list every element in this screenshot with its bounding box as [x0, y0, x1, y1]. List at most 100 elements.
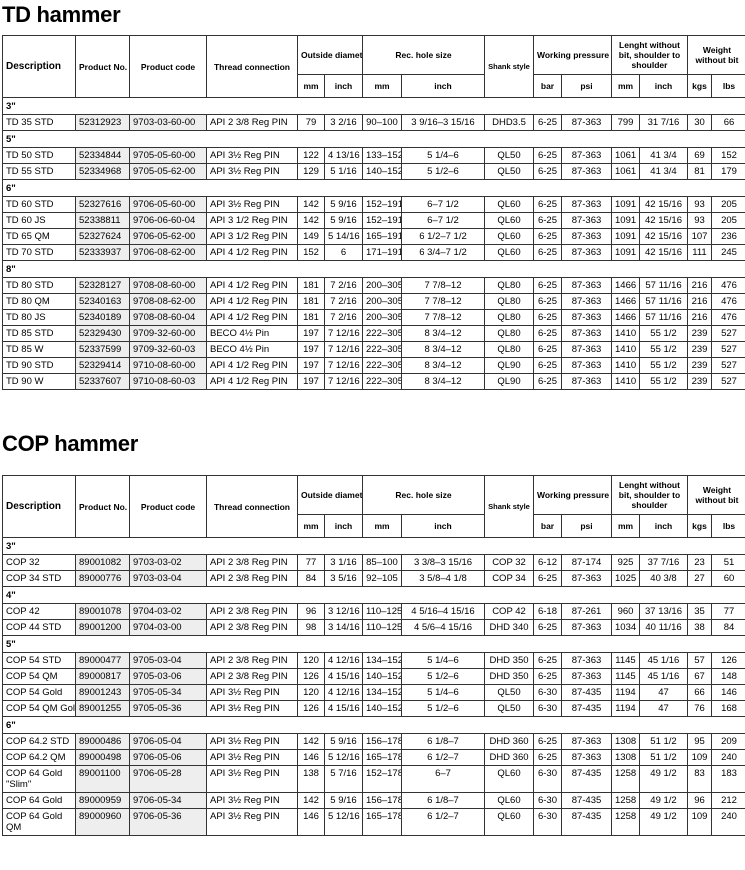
cell: 6-25: [533, 228, 562, 245]
cell: COP 32: [484, 554, 534, 571]
cell: 77: [711, 603, 745, 620]
group-label: 6": [2, 179, 745, 197]
cell: 40 3/8: [639, 570, 688, 587]
cell: 55 1/2: [639, 373, 688, 390]
cell: COP 32: [2, 554, 76, 571]
header-product_no: Product No.: [75, 475, 130, 538]
cell: 89001200: [75, 619, 130, 636]
cell: 925: [611, 554, 640, 571]
cell: 89001078: [75, 603, 130, 620]
cell: 240: [711, 808, 745, 836]
cell: 89000486: [75, 733, 130, 750]
cell: 87-363: [561, 147, 612, 164]
cell: 1034: [611, 619, 640, 636]
cell: 5 12/16: [324, 808, 363, 836]
unit-header: mm: [362, 74, 402, 98]
unit-header: inch: [324, 74, 363, 98]
cell: 142: [297, 733, 325, 750]
group-label: 8": [2, 260, 745, 278]
table-row: TD 85 STD 52329430 9709-32-60-00 BECO 4½ Pi…: [2, 325, 745, 342]
table-row: TD 90 STD 52329414 9710-08-60-00 API 4 1/2 …: [2, 357, 745, 374]
cell: 5 1/16: [324, 163, 363, 180]
cell: 212: [711, 792, 745, 809]
cell: 5 9/16: [324, 196, 363, 213]
cell: 7 12/16: [324, 373, 363, 390]
cell: 51 1/2: [639, 733, 688, 750]
cell: 1258: [611, 765, 640, 793]
cell: COP 54 QM Gold: [2, 700, 76, 717]
cell: COP 64 Gold QM: [2, 808, 76, 836]
cell: 9708-08-60-00: [129, 277, 207, 294]
cell: BECO 4½ Pin: [206, 325, 298, 342]
cell: 165–178: [362, 749, 402, 766]
cell: 87-363: [561, 619, 612, 636]
cell: QL50: [484, 684, 534, 701]
cell: 1025: [611, 570, 640, 587]
cell: 9708-08-62-00: [129, 293, 207, 310]
cell: 1194: [611, 684, 640, 701]
header-hole-size: Rec. hole size: [362, 475, 485, 515]
cell: TD 70 STD: [2, 244, 76, 261]
cell: 146: [711, 684, 745, 701]
section-title: COP hammer: [2, 431, 138, 456]
unit-header: psi: [561, 514, 612, 538]
cell: 47: [639, 700, 688, 717]
cell: 5 12/16: [324, 749, 363, 766]
cell: 81: [687, 163, 712, 180]
header-shank: Shank style: [484, 475, 534, 538]
cell: 142: [297, 196, 325, 213]
cell: 152: [711, 147, 745, 164]
cell: 87-363: [561, 163, 612, 180]
cell: 6-30: [533, 700, 562, 717]
cell: 5 1/4–6: [401, 652, 485, 669]
table-row: COP 34 STD 89000776 9703-03-04 API 2 3/8 Re…: [2, 570, 745, 587]
cell: API 3½ Reg PIN: [206, 147, 298, 164]
cell: 140–152: [362, 700, 402, 717]
cell: 76: [687, 700, 712, 717]
cell: API 3½ Reg PIN: [206, 808, 298, 836]
cell: 9705-05-62-00: [129, 163, 207, 180]
spec-table: Description Product No. Product code Thread…: [2, 475, 745, 836]
cell: QL80: [484, 309, 534, 326]
table-row: TD 60 STD 52327616 9706-05-60-00 API 3½ Reg…: [2, 196, 745, 213]
cell: 9706-06-60-04: [129, 212, 207, 229]
cell: TD 90 STD: [2, 357, 76, 374]
cell: TD 85 STD: [2, 325, 76, 342]
cell: 1308: [611, 749, 640, 766]
cell: 9704-03-02: [129, 603, 207, 620]
table-row: COP 32 89001082 9703-03-02 API 2 3/8 Reg PI…: [2, 554, 745, 571]
header-hole-size: Rec. hole size: [362, 35, 485, 75]
cell: 5 7/16: [324, 765, 363, 793]
cell: 1410: [611, 373, 640, 390]
unit-header: inch: [639, 74, 688, 98]
unit-header: mm: [297, 74, 325, 98]
cell: 6 1/8–7: [401, 733, 485, 750]
cell: 165–178: [362, 808, 402, 836]
cell: 3 1/16: [324, 554, 363, 571]
cell: 9706-05-28: [129, 765, 207, 793]
cell: 96: [687, 792, 712, 809]
group-row: 4": [2, 586, 745, 604]
cell: BECO 4½ Pin: [206, 341, 298, 358]
cell: 197: [297, 357, 325, 374]
cell: 9703-03-04: [129, 570, 207, 587]
group-label: 5": [2, 635, 745, 653]
unit-header: kgs: [687, 74, 712, 98]
unit-header: bar: [533, 74, 562, 98]
cell: 87-363: [561, 114, 612, 131]
cell: 79: [297, 114, 325, 131]
cell: 222–305: [362, 325, 402, 342]
cell: 5 1/2–6: [401, 668, 485, 685]
cell: 40 11/16: [639, 619, 688, 636]
cell: 92–105: [362, 570, 402, 587]
cell: 7 7/8–12: [401, 293, 485, 310]
table-row: TD 80 JS 52340189 9708-08-60-04 API 4 1/2 R…: [2, 309, 745, 326]
header-row: mm inch mm inch bar psi mm inch kgs lbs: [3, 514, 745, 538]
cell: 9704-03-00: [129, 619, 207, 636]
cell: 6-25: [533, 341, 562, 358]
cell: API 4 1/2 Reg PIN: [206, 309, 298, 326]
cell: 57 11/16: [639, 277, 688, 294]
cell: 67: [687, 668, 712, 685]
cell: 222–305: [362, 373, 402, 390]
cell: 87-363: [561, 228, 612, 245]
